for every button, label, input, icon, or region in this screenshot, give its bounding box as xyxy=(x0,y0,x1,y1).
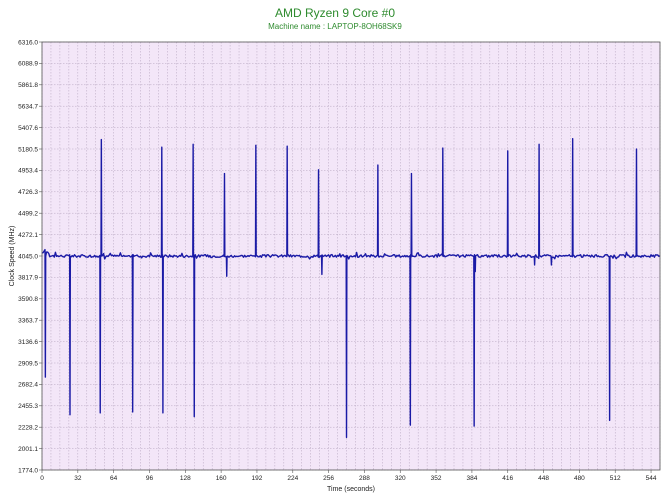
x-tick-label: 352 xyxy=(431,475,442,482)
y-tick-label: 4045.0 xyxy=(18,253,38,260)
x-tick-label: 480 xyxy=(574,475,585,482)
x-tick-label: 64 xyxy=(110,475,118,482)
y-axis: 1774.0 2001.1 2228.2 2455.3 2682.4 2909.5 3136… xyxy=(18,39,42,474)
y-tick-label: 4499.2 xyxy=(18,211,38,218)
y-tick-label: 4726.3 xyxy=(18,189,38,196)
chart-title: AMD Ryzen 9 Core #0 xyxy=(274,6,396,20)
y-tick-label: 4953.4 xyxy=(18,168,38,175)
y-tick-label: 1774.0 xyxy=(18,467,38,474)
x-tick-label: 0 xyxy=(40,475,44,482)
y-tick-label: 5180.5 xyxy=(18,146,38,153)
x-tick-label: 288 xyxy=(359,475,370,482)
y-tick-label: 3136.6 xyxy=(18,339,38,346)
x-tick-label: 416 xyxy=(502,475,513,482)
chart-subtitle: Machine name : LAPTOP-8OH68SK9 xyxy=(268,22,402,31)
x-tick-label: 512 xyxy=(610,475,621,482)
y-tick-label: 2909.5 xyxy=(18,360,38,367)
x-tick-label: 160 xyxy=(216,475,227,482)
y-tick-label: 6316.0 xyxy=(18,39,38,46)
y-tick-label: 2455.3 xyxy=(18,403,38,410)
y-tick-label: 5634.7 xyxy=(18,104,38,111)
x-axis: 0 32 64 96 128 160 192 224 256 288 320 352 384 416 448… xyxy=(40,470,657,482)
x-tick-label: 384 xyxy=(466,475,477,482)
y-tick-label: 2001.1 xyxy=(18,446,38,453)
x-tick-label: 256 xyxy=(323,475,334,482)
series-layer xyxy=(42,137,660,439)
y-tick-label: 3817.9 xyxy=(18,275,38,282)
x-tick-label: 96 xyxy=(146,475,154,482)
x-tick-label: 192 xyxy=(252,475,263,482)
x-tick-label: 32 xyxy=(74,475,82,482)
x-tick-label: 128 xyxy=(180,475,191,482)
series-line-core0 xyxy=(42,137,660,439)
y-tick-label: 2682.4 xyxy=(18,382,38,389)
y-tick-label: 3590.8 xyxy=(18,296,38,303)
x-tick-label: 448 xyxy=(538,475,549,482)
y-tick-label: 2228.2 xyxy=(18,425,38,432)
x-tick-label: 320 xyxy=(395,475,406,482)
x-axis-label: Time (seconds) xyxy=(327,486,375,493)
x-tick-label: 544 xyxy=(646,475,657,482)
x-tick-label: 224 xyxy=(287,475,298,482)
y-tick-label: 5407.6 xyxy=(18,125,38,132)
y-tick-label: 6088.9 xyxy=(18,61,38,68)
y-tick-label: 4272.1 xyxy=(18,232,38,239)
y-axis-label: Clock Speed (MHz) xyxy=(9,226,16,287)
y-tick-label: 5861.8 xyxy=(18,82,38,89)
y-tick-label: 3363.7 xyxy=(18,318,38,325)
